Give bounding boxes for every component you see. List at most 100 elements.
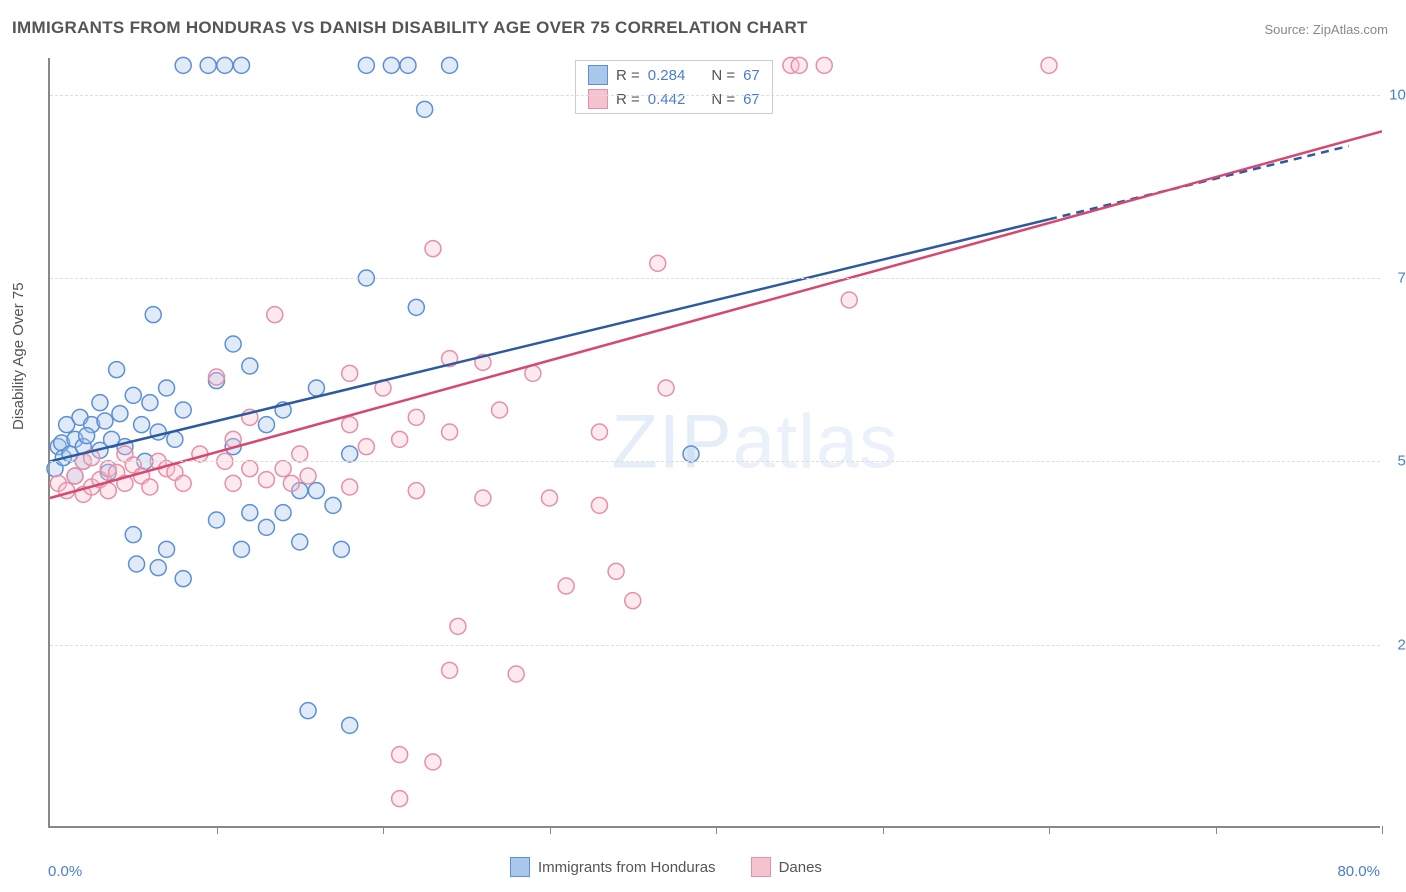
- legend-r-label: R =: [616, 91, 640, 108]
- legend-series-label: Immigrants from Honduras: [538, 859, 716, 876]
- legend-r-value: 0.284: [648, 67, 686, 84]
- scatter-point: [841, 292, 857, 308]
- scatter-point: [658, 380, 674, 396]
- scatter-point: [225, 336, 241, 352]
- scatter-point: [233, 57, 249, 73]
- scatter-point: [242, 505, 258, 521]
- scatter-point: [97, 413, 113, 429]
- x-tick: [550, 826, 551, 834]
- scatter-point: [450, 618, 466, 634]
- gridline-h: [50, 95, 1380, 96]
- scatter-point: [442, 424, 458, 440]
- scatter-point: [358, 57, 374, 73]
- scatter-point: [217, 57, 233, 73]
- gridline-h: [50, 645, 1380, 646]
- scatter-point: [542, 490, 558, 506]
- scatter-point: [308, 380, 324, 396]
- scatter-point: [267, 307, 283, 323]
- scatter-point: [258, 417, 274, 433]
- scatter-point: [142, 479, 158, 495]
- plot-area: ZIPatlas R =0.284N =67R =0.442N =67 25.0…: [48, 58, 1380, 828]
- scatter-point: [242, 461, 258, 477]
- scatter-point: [625, 593, 641, 609]
- scatter-point: [475, 490, 491, 506]
- scatter-point: [175, 402, 191, 418]
- scatter-point: [125, 387, 141, 403]
- scatter-point: [425, 754, 441, 770]
- scatter-point: [258, 472, 274, 488]
- scatter-point: [159, 541, 175, 557]
- scatter-point: [417, 101, 433, 117]
- scatter-point: [558, 578, 574, 594]
- scatter-point: [300, 703, 316, 719]
- x-tick: [383, 826, 384, 834]
- scatter-point: [233, 541, 249, 557]
- x-tick: [716, 826, 717, 834]
- scatter-point: [683, 446, 699, 462]
- scatter-point: [200, 57, 216, 73]
- scatter-point: [308, 483, 324, 499]
- legend-r-value: 0.442: [648, 91, 686, 108]
- scatter-point: [275, 505, 291, 521]
- x-tick: [1382, 826, 1383, 834]
- scatter-point: [508, 666, 524, 682]
- scatter-point: [292, 446, 308, 462]
- plot-svg: [50, 58, 1380, 826]
- scatter-point: [109, 362, 125, 378]
- legend-n-label: N =: [711, 91, 735, 108]
- scatter-point: [175, 57, 191, 73]
- legend-series: Immigrants from HondurasDanes: [510, 857, 822, 877]
- scatter-point: [442, 662, 458, 678]
- scatter-point: [225, 475, 241, 491]
- gridline-h: [50, 278, 1380, 279]
- scatter-point: [242, 358, 258, 374]
- x-tick: [217, 826, 218, 834]
- scatter-point: [209, 369, 225, 385]
- legend-correlation-row: R =0.442N =67: [576, 87, 772, 111]
- legend-swatch: [751, 857, 771, 877]
- scatter-point: [425, 241, 441, 257]
- scatter-point: [400, 57, 416, 73]
- legend-correlation: R =0.284N =67R =0.442N =67: [575, 60, 773, 114]
- scatter-point: [816, 57, 832, 73]
- scatter-point: [608, 563, 624, 579]
- source-attribution: Source: ZipAtlas.com: [1264, 22, 1388, 37]
- source-link[interactable]: ZipAtlas.com: [1313, 22, 1388, 37]
- scatter-point: [408, 299, 424, 315]
- legend-swatch: [588, 65, 608, 85]
- scatter-point: [275, 461, 291, 477]
- scatter-point: [392, 431, 408, 447]
- x-tick: [1216, 826, 1217, 834]
- scatter-point: [342, 365, 358, 381]
- scatter-point: [167, 431, 183, 447]
- x-tick: [883, 826, 884, 834]
- scatter-point: [383, 57, 399, 73]
- legend-n-value: 67: [743, 67, 760, 84]
- scatter-point: [342, 417, 358, 433]
- scatter-point: [292, 534, 308, 550]
- x-axis-min-label: 0.0%: [48, 863, 82, 880]
- scatter-point: [125, 527, 141, 543]
- scatter-point: [300, 468, 316, 484]
- scatter-point: [591, 497, 607, 513]
- scatter-point: [325, 497, 341, 513]
- x-tick: [1049, 826, 1050, 834]
- scatter-point: [333, 541, 349, 557]
- trend-line: [50, 131, 1382, 498]
- y-tick-label: 25.0%: [1385, 636, 1406, 653]
- scatter-point: [392, 747, 408, 763]
- scatter-point: [92, 395, 108, 411]
- legend-swatch: [588, 89, 608, 109]
- scatter-point: [209, 512, 225, 528]
- scatter-point: [129, 556, 145, 572]
- scatter-point: [358, 439, 374, 455]
- scatter-point: [492, 402, 508, 418]
- scatter-point: [142, 395, 158, 411]
- legend-swatch: [510, 857, 530, 877]
- scatter-point: [442, 57, 458, 73]
- gridline-h: [50, 461, 1380, 462]
- scatter-point: [408, 483, 424, 499]
- scatter-point: [342, 446, 358, 462]
- scatter-point: [79, 428, 95, 444]
- scatter-point: [150, 560, 166, 576]
